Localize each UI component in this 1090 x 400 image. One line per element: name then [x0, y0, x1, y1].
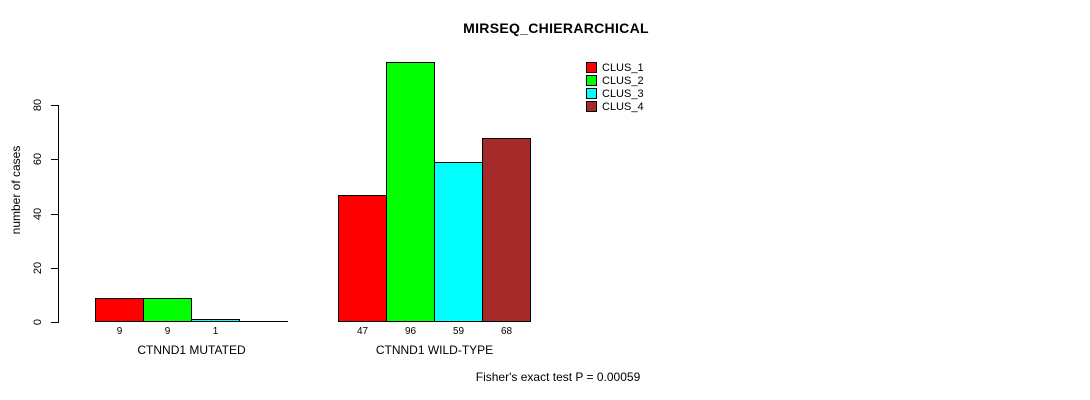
annotation: Fisher's exact test P = 0.00059	[475, 370, 641, 384]
y-tick	[51, 105, 58, 106]
y-tick-label: 0	[32, 318, 44, 326]
legend-row: CLUS_4	[586, 100, 644, 113]
y-tick	[51, 322, 58, 323]
chart-title: MIRSEQ_CHIERARCHICAL	[463, 20, 649, 36]
bar-value-label: 47	[356, 326, 369, 337]
bar-value-label: 59	[452, 326, 465, 337]
bar-clus_4	[239, 321, 288, 322]
bar-clus_3	[191, 319, 240, 322]
y-tick-label: 80	[32, 98, 44, 112]
legend-row: CLUS_3	[586, 87, 644, 100]
legend-row: CLUS_1	[586, 61, 644, 74]
bar-clus_1	[95, 298, 144, 322]
legend-row: CLUS_2	[586, 74, 644, 87]
category-label: CTNND1 MUTATED	[137, 343, 246, 357]
y-axis-label: number of cases	[9, 145, 23, 235]
bar-value-label: 9	[164, 326, 171, 337]
legend-swatch-clus_1	[586, 62, 597, 73]
bar-clus_2	[386, 62, 435, 322]
legend-swatch-clus_3	[586, 88, 597, 99]
legend-label: CLUS_3	[602, 87, 644, 100]
legend-swatch-clus_2	[586, 75, 597, 86]
bar-clus_3	[434, 162, 483, 322]
y-tick-label: 40	[32, 207, 44, 221]
legend-label: CLUS_1	[602, 61, 644, 74]
bar-value-label: 68	[500, 326, 513, 337]
bar-value-label: 96	[404, 326, 417, 337]
bar-value-label: 9	[116, 326, 123, 337]
legend-label: CLUS_2	[602, 74, 644, 87]
y-axis-line	[58, 105, 59, 323]
category-label: CTNND1 WILD-TYPE	[375, 343, 494, 357]
y-tick-label: 20	[32, 261, 44, 275]
y-tick	[51, 159, 58, 160]
bar-clus_2	[143, 298, 192, 322]
y-tick-label: 60	[32, 152, 44, 166]
legend-label: CLUS_4	[602, 100, 644, 113]
legend: CLUS_1 CLUS_2 CLUS_3 CLUS_4	[586, 61, 644, 113]
bar-clus_4	[482, 138, 531, 322]
legend-swatch-clus_4	[586, 101, 597, 112]
bar-value-label: 1	[212, 326, 219, 337]
y-tick	[51, 268, 58, 269]
y-tick	[51, 214, 58, 215]
bar-clus_1	[338, 195, 387, 322]
